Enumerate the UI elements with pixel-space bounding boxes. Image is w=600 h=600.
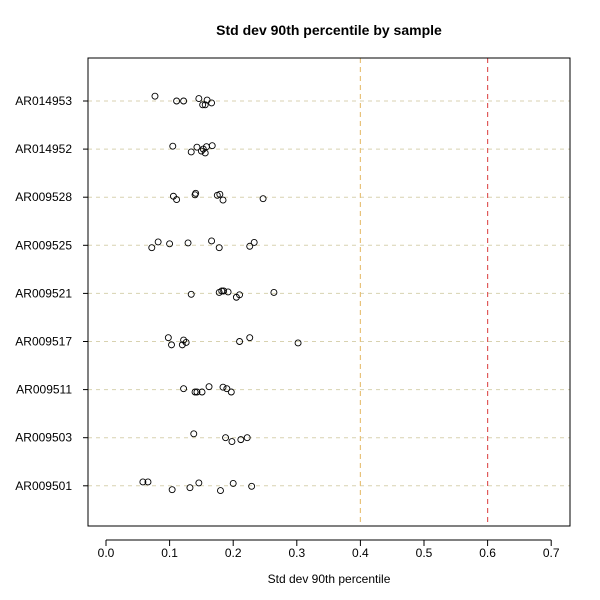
y-label-ar009503: AR009503 (15, 431, 72, 445)
x-tick-label-7: 0.7 (543, 546, 560, 560)
x-tick-label-4: 0.4 (352, 546, 369, 560)
y-label-ar009528: AR009528 (15, 190, 72, 204)
point-ar009517-2 (168, 341, 175, 349)
point-ar009503-2 (222, 434, 230, 442)
x-tick-label-0: 0.0 (98, 546, 115, 560)
point-ar009521-1 (187, 290, 195, 298)
point-ar009511-4 (198, 388, 206, 396)
x-tick-label-3: 0.3 (288, 546, 305, 560)
point-ar009525-8 (250, 238, 258, 246)
point-ar009528-2 (173, 196, 181, 204)
point-ar009528-4 (192, 189, 200, 197)
y-label-ar009517: AR009517 (15, 335, 72, 349)
point-ar009501-5 (195, 479, 203, 487)
point-ar009517-3 (178, 341, 186, 349)
point-ar009521-3 (218, 287, 226, 295)
y-label-ar009525: AR009525 (15, 238, 72, 252)
point-ar009525-6 (215, 244, 223, 252)
point-ar014952-6 (201, 149, 209, 157)
point-ar009517-8 (294, 339, 302, 347)
point-ar009525-1 (148, 244, 156, 252)
point-ar009525-2 (154, 238, 162, 246)
point-ar009525-5 (208, 237, 216, 245)
x-tick-label-1: 0.1 (161, 546, 178, 560)
x-axis-title: Std dev 90th percentile (268, 572, 391, 586)
y-axis-category-labels: AR014953 AR014952 AR009528 AR009525 AR009521… (15, 94, 88, 493)
point-ar009511-6 (219, 383, 227, 391)
point-ar014953-6 (201, 101, 209, 109)
point-ar014953-1 (151, 92, 159, 100)
point-ar014952-1 (169, 142, 177, 150)
reference-lines (359, 58, 489, 526)
point-ar009528-6 (216, 190, 224, 198)
point-ar009517-1 (164, 334, 172, 342)
point-ar009511-8 (227, 388, 235, 396)
point-ar009511-5 (205, 383, 213, 391)
point-ar014952-3 (193, 143, 201, 151)
point-ar009503-4 (237, 436, 245, 444)
point-ar009521-8 (270, 288, 278, 296)
point-ar009501-1 (139, 478, 147, 486)
point-ar009517-7 (246, 334, 254, 342)
point-ar014953-5 (199, 101, 207, 109)
category-gridlines (88, 100, 570, 487)
x-axis: 0.0 0.1 0.2 0.3 0.4 0.5 0.6 0.7 (98, 539, 560, 560)
y-label-ar009501: AR009501 (15, 479, 72, 493)
plot-frame (87, 57, 571, 527)
point-ar009511-7 (223, 385, 231, 393)
point-ar009501-8 (248, 482, 256, 490)
point-ar009521-4 (220, 287, 228, 295)
point-ar009511-1 (180, 385, 188, 393)
point-ar009525-3 (166, 240, 174, 248)
point-ar009528-7 (219, 196, 227, 204)
point-ar014953-3 (180, 97, 188, 105)
point-ar009501-7 (229, 479, 237, 487)
point-ar009503-1 (190, 430, 198, 438)
chart-title: Std dev 90th percentile by sample (216, 22, 442, 38)
point-ar009517-6 (236, 338, 244, 345)
point-ar009501-6 (217, 487, 224, 495)
point-ar009501-3 (168, 486, 176, 494)
x-tick-label-6: 0.6 (479, 546, 496, 560)
y-label-ar014953: AR014953 (15, 94, 72, 108)
point-ar009501-2 (144, 478, 152, 486)
y-label-ar009511: AR009511 (16, 383, 72, 397)
point-ar009525-7 (246, 242, 254, 250)
point-ar014953-2 (173, 97, 181, 105)
point-ar014952-8 (208, 142, 216, 150)
point-ar014952-4 (197, 147, 205, 155)
point-ar009521-5 (224, 288, 232, 296)
point-ar009528-8 (259, 195, 267, 203)
point-ar009511-3 (193, 388, 201, 396)
point-ar009503-3 (228, 438, 236, 445)
x-tick-label-5: 0.5 (416, 546, 433, 560)
x-tick-label-2: 0.2 (225, 546, 242, 560)
point-ar014953-8 (208, 99, 216, 107)
y-label-ar009521: AR009521 (15, 286, 72, 300)
data-points (139, 92, 302, 495)
point-ar009503-5 (243, 434, 251, 442)
point-ar009517-5 (182, 339, 190, 346)
point-ar014953-4 (195, 95, 203, 103)
point-ar009501-4 (186, 484, 194, 492)
point-ar009521-7 (236, 291, 244, 299)
point-ar009511-2 (191, 388, 199, 396)
y-label-ar014952: AR014952 (15, 142, 72, 156)
point-ar014952-2 (187, 148, 195, 156)
point-ar009525-4 (184, 239, 192, 247)
